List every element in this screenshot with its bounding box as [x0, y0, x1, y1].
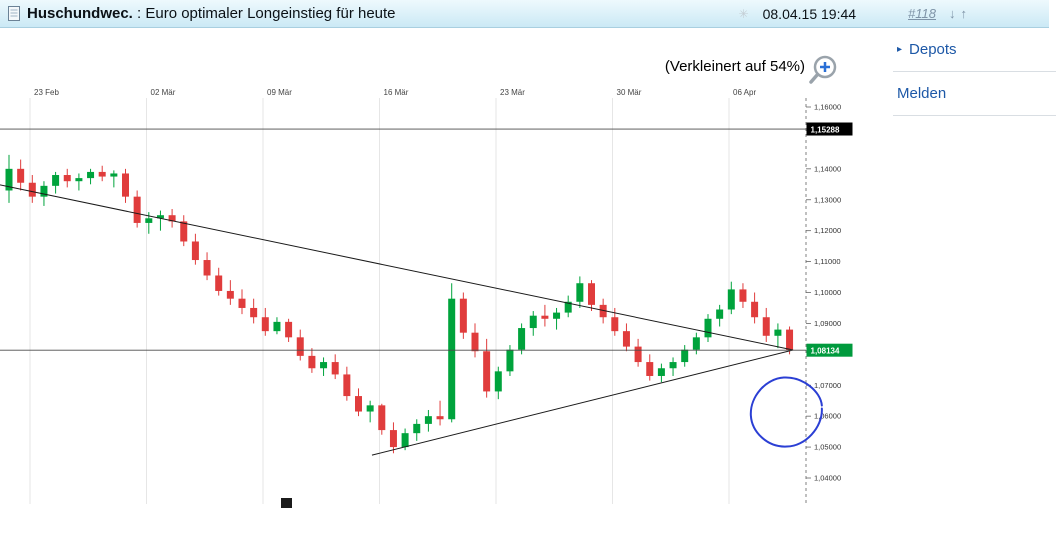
svg-text:23 Mär: 23 Mär: [500, 88, 525, 97]
svg-text:09 Mär: 09 Mär: [267, 88, 292, 97]
svg-text:1,12000: 1,12000: [814, 226, 841, 235]
svg-text:1,08134: 1,08134: [811, 347, 840, 356]
sidebar-item-label: Depots: [909, 41, 957, 58]
post-author: Huschundwec.: [27, 5, 133, 22]
svg-text:16 Mär: 16 Mär: [384, 88, 409, 97]
sidebar-item-melden[interactable]: Melden: [893, 72, 1056, 116]
post-datetime: 08.04.15 19:44: [762, 5, 857, 22]
svg-text:1,05000: 1,05000: [814, 443, 841, 452]
asterisk-icon: ✳: [738, 6, 749, 21]
chevron-right-icon: ▸: [897, 44, 903, 55]
chart-region: 23 Feb 02 Mär 09 Mär 16 Mär 23 Mär 30 Mär 06 A…: [0, 28, 860, 510]
zoom-note: (Verkleinert auf 54%): [664, 58, 805, 75]
watermark-fragment: [281, 498, 292, 508]
sidebar-item-depots[interactable]: ▸ Depots: [893, 28, 1056, 72]
zoom-magnifier-button[interactable]: [806, 54, 840, 88]
candlestick-chart-canvas: 23 Feb 02 Mär 09 Mär 16 Mär 23 Mär 30 Mär 06 A…: [0, 88, 853, 504]
nav-down-arrow-icon[interactable]: ↓: [949, 6, 956, 21]
svg-text:1,13000: 1,13000: [814, 195, 841, 204]
svg-text:1,15288: 1,15288: [811, 126, 840, 135]
svg-text:30 Mär: 30 Mär: [617, 88, 642, 97]
svg-text:1,11000: 1,11000: [814, 257, 841, 266]
post-icon: [8, 6, 20, 21]
svg-text:1,09000: 1,09000: [814, 319, 841, 328]
post-title-text: : Euro optimaler Longeinstieg für heute: [132, 5, 396, 22]
svg-text:1,04000: 1,04000: [814, 474, 841, 483]
sidebar: ▸ Depots Melden: [893, 28, 1056, 116]
svg-text:1,07000: 1,07000: [814, 381, 841, 390]
magnifier-plus-icon: [809, 55, 837, 84]
svg-text:1,16000: 1,16000: [814, 103, 841, 112]
svg-text:1,10000: 1,10000: [814, 288, 841, 297]
post-header: Huschundwec. : Euro optimaler Longeinsti…: [0, 0, 1049, 28]
svg-text:23 Feb: 23 Feb: [34, 88, 59, 97]
svg-text:1,06000: 1,06000: [814, 412, 841, 421]
svg-text:02 Mär: 02 Mär: [151, 88, 176, 97]
svg-text:1,14000: 1,14000: [814, 164, 841, 173]
post-title: Huschundwec. : Euro optimaler Longeinsti…: [27, 5, 396, 22]
post-number-link[interactable]: #118: [908, 6, 936, 21]
post-header-right: ✳ 08.04.15 19:44 #118 ↓ ↑: [739, 6, 967, 22]
nav-up-arrow-icon[interactable]: ↑: [960, 6, 968, 21]
sidebar-item-label: Melden: [897, 85, 947, 102]
svg-text:06 Apr: 06 Apr: [733, 88, 756, 97]
